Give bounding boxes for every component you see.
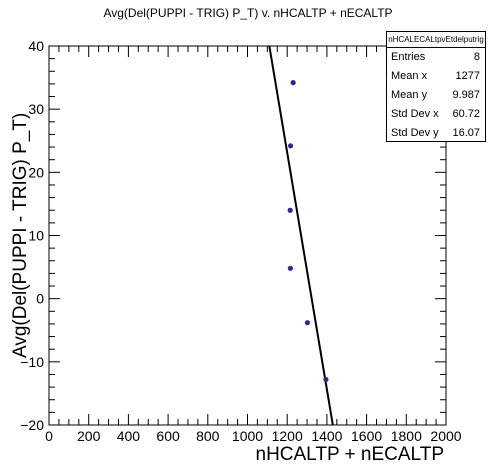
x-tick-label: 2000 [430,428,461,444]
stats-row-label: Std Dev x [391,108,439,120]
stats-row: Mean y 9.987 [387,86,485,105]
fit-line [268,45,334,426]
y-axis-label: Avg(Del(PUPPI - TRIG) P_T) [10,112,31,358]
data-point [287,143,294,149]
stats-box: nHCALECALtpvEtdelputrig Entries 8 Mean x 12… [386,31,486,142]
y-tick-label: −10 [20,354,44,370]
stats-row-label: Mean x [391,70,428,82]
stats-row-label: Entries [391,51,426,63]
stats-row-value: 8 [473,51,480,63]
y-tick-label: 10 [28,228,44,244]
x-tick-label: 1000 [232,428,263,444]
stats-row-value: 16.07 [452,127,480,139]
x-tick-label: 1200 [272,428,303,444]
data-point [290,80,296,86]
y-tick-label: −20 [20,417,44,433]
x-tick-label: 0 [45,428,53,444]
y-tick-label: 30 [28,101,44,117]
stats-row-label: Mean y [391,89,428,101]
y-tick-label: 0 [36,291,44,307]
stats-row-value: 9.987 [452,89,480,101]
stats-row: Entries 8 [387,48,485,67]
x-tick-label: 200 [77,428,101,444]
data-point [287,207,293,213]
x-tick-label: 1800 [391,428,422,444]
stats-row-value: 1277 [455,70,480,82]
stats-row: Std Dev y 16.07 [387,124,485,143]
data-point [287,265,293,271]
chart-title: Avg(Del(PUPPI - TRIG) P_T) v. nHCALTP + … [103,6,393,20]
stats-box-title: nHCALECALtpvEtdelputrig [387,32,485,48]
data-point [304,320,311,326]
y-tick-label: 40 [28,38,44,54]
x-tick-label: 1600 [351,428,382,444]
x-tick-label: 800 [196,428,220,444]
y-tick-label: 20 [28,164,44,180]
x-tick-label: 400 [117,428,141,444]
x-tick-label: 1400 [311,428,342,444]
x-axis-label: nHCALTP + nECALTP [255,444,445,465]
x-tick-label: 600 [156,428,180,444]
stats-row: Mean x 1277 [387,67,485,86]
stats-row: Std Dev x 60.72 [387,105,485,124]
data-point [323,376,329,383]
stats-row-label: Std Dev y [391,127,439,139]
stats-row-value: 60.72 [452,108,480,120]
